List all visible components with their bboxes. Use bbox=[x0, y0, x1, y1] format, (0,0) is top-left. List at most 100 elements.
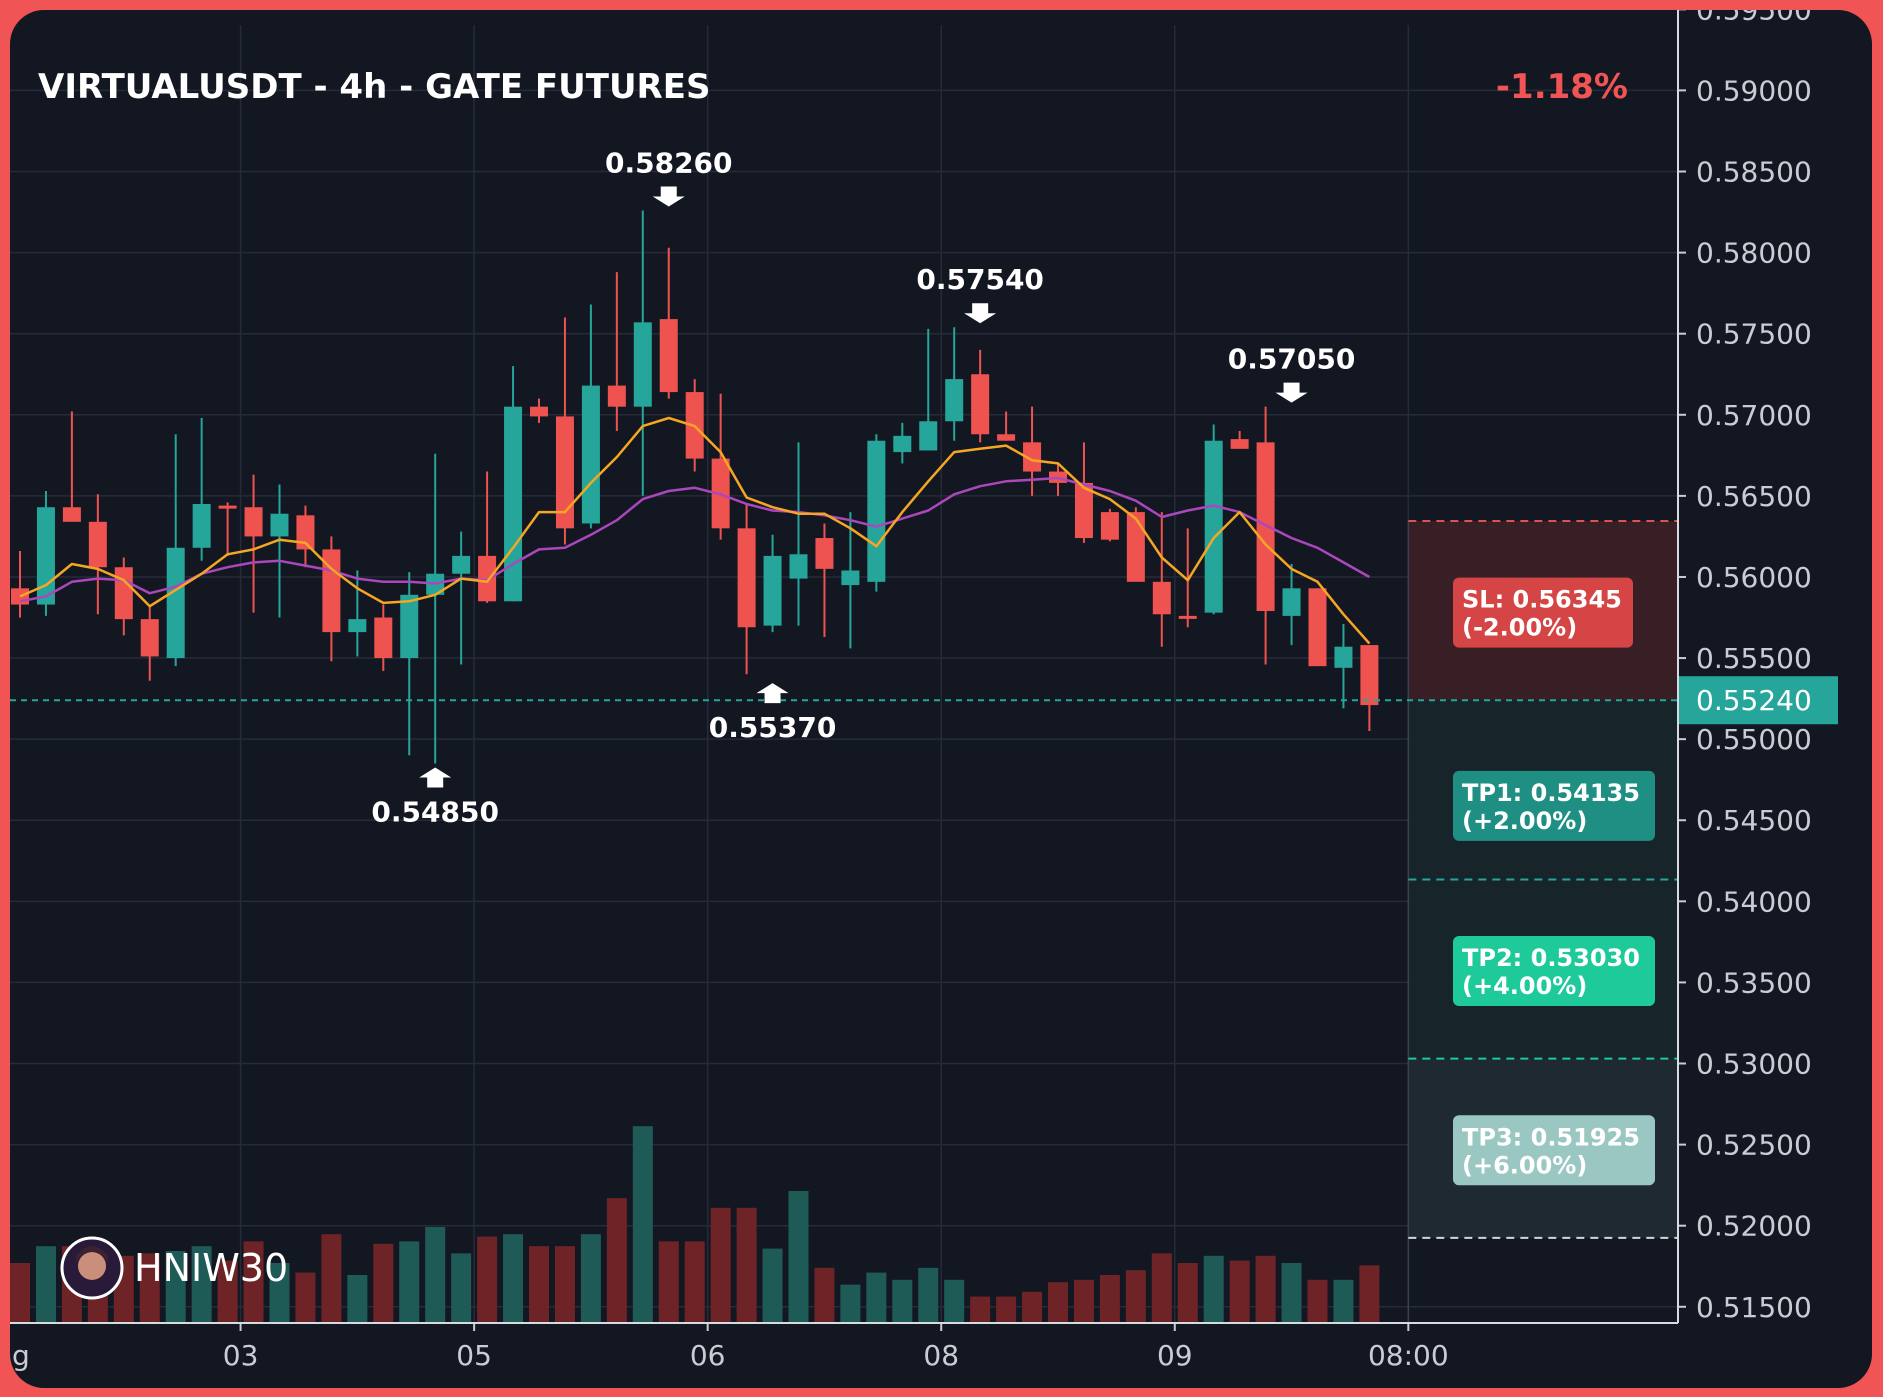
moving-averages bbox=[19, 416, 1371, 645]
x-tick-label: 09 bbox=[1157, 1339, 1193, 1372]
level-label-line2: (-2.00%) bbox=[1462, 614, 1577, 642]
candle-body bbox=[452, 555, 471, 574]
volume-bar bbox=[554, 1246, 575, 1323]
candle-body bbox=[348, 619, 367, 633]
volume-bar bbox=[295, 1272, 316, 1323]
volume-bar bbox=[632, 1126, 653, 1323]
level-label-box bbox=[1453, 1115, 1655, 1186]
y-tick-label: 0.55000 bbox=[1696, 723, 1812, 756]
volume-bar bbox=[1307, 1279, 1328, 1323]
volume-bar bbox=[347, 1275, 368, 1323]
y-tick-label: 0.55500 bbox=[1696, 642, 1812, 675]
x-tick-label: g bbox=[12, 1339, 30, 1372]
candle-body bbox=[504, 406, 523, 602]
level-labels: SL: 0.56345(-2.00%) TP1: 0.54135(+2.00%) T… bbox=[1453, 577, 1655, 1186]
volume-bar bbox=[1073, 1279, 1094, 1323]
level-label-line1: TP1: 0.54135 bbox=[1462, 779, 1640, 807]
volume-bar bbox=[373, 1243, 394, 1323]
candle-body bbox=[789, 554, 808, 579]
volume-bar bbox=[1022, 1291, 1043, 1323]
volume-bar bbox=[165, 1251, 186, 1323]
volume-bar bbox=[1229, 1260, 1250, 1323]
y-tick-label: 0.59000 bbox=[1696, 74, 1812, 107]
y-tick-label: 0.52500 bbox=[1696, 1129, 1812, 1162]
volume-bar bbox=[139, 1253, 160, 1323]
volume-bar bbox=[1333, 1279, 1354, 1323]
level-label-line2: (+6.00%) bbox=[1462, 1151, 1587, 1179]
volume-bar bbox=[762, 1248, 783, 1323]
candle-body bbox=[270, 513, 289, 537]
volume-bar bbox=[580, 1234, 601, 1323]
candle-body bbox=[374, 617, 393, 659]
candle-body bbox=[88, 521, 107, 568]
current-price-badge bbox=[1678, 676, 1838, 725]
avatar-hair bbox=[76, 1246, 108, 1262]
volume-bar bbox=[866, 1272, 887, 1323]
volume-bar bbox=[321, 1234, 342, 1323]
candle-body bbox=[1230, 439, 1249, 449]
volume-bar bbox=[1281, 1263, 1302, 1323]
chart-frame: 0.55240 0.58260 0.54850 0.55370 0.57540 0.57… bbox=[10, 10, 1872, 1388]
candle-body bbox=[919, 421, 938, 451]
candle-body bbox=[945, 379, 964, 422]
volume-bar bbox=[1048, 1282, 1068, 1323]
volume-bar bbox=[684, 1241, 705, 1323]
candle-body bbox=[737, 528, 756, 628]
axes: 0.59500 0.59000 0.58500 0.58000 0.57500 0.570… bbox=[10, 10, 1812, 1372]
candle-body bbox=[1204, 440, 1223, 613]
volume-bar bbox=[814, 1267, 835, 1323]
volume-bar bbox=[1359, 1265, 1380, 1323]
x-tick-label: 08:00 bbox=[1368, 1339, 1449, 1372]
candle-body bbox=[841, 570, 860, 586]
price-callouts: 0.58260 0.54850 0.55370 0.57540 0.57050 bbox=[371, 146, 1355, 828]
volume-bar bbox=[217, 1260, 238, 1323]
candle-body bbox=[36, 507, 55, 605]
candle-body bbox=[581, 385, 600, 524]
callout-label: 0.54850 bbox=[371, 795, 499, 828]
volume-bar bbox=[425, 1227, 446, 1323]
level-label-box bbox=[1453, 936, 1655, 1007]
price-chart: 0.55240 0.58260 0.54850 0.55370 0.57540 0.57… bbox=[10, 10, 1838, 1372]
candle-body bbox=[607, 385, 626, 407]
callout-arrow bbox=[652, 186, 685, 207]
level-label-line1: TP3: 0.51925 bbox=[1462, 1123, 1640, 1151]
volume-bars bbox=[10, 1126, 1380, 1323]
candle-body bbox=[893, 435, 912, 453]
volume-bar bbox=[970, 1296, 991, 1323]
candle-body bbox=[166, 547, 185, 659]
current-price-text: 0.55240 bbox=[1696, 684, 1812, 717]
volume-bar bbox=[1151, 1253, 1172, 1323]
candle-body bbox=[659, 319, 678, 393]
x-tick-label: 08 bbox=[923, 1339, 959, 1372]
candle-body bbox=[763, 555, 782, 626]
volume-bar bbox=[944, 1279, 965, 1323]
avatar-face bbox=[78, 1252, 106, 1280]
x-tick-label: 03 bbox=[223, 1339, 259, 1372]
candle-body bbox=[1152, 581, 1171, 615]
y-tick-label: 0.57000 bbox=[1696, 399, 1812, 432]
y-tick-label: 0.58500 bbox=[1696, 156, 1812, 189]
volume-bar bbox=[243, 1241, 264, 1323]
candle-body bbox=[555, 416, 574, 529]
candle-body bbox=[530, 406, 548, 417]
volume-bar bbox=[10, 1263, 30, 1323]
x-tick-label: 05 bbox=[456, 1339, 492, 1372]
candle-body bbox=[1023, 442, 1042, 472]
y-tick-label: 0.56500 bbox=[1696, 480, 1812, 513]
volume-bar bbox=[788, 1191, 809, 1323]
volume-bar bbox=[35, 1246, 56, 1323]
volume-bar bbox=[269, 1263, 290, 1323]
candle-body bbox=[997, 434, 1016, 441]
callout-label: 0.57050 bbox=[1228, 343, 1356, 376]
volume-bar bbox=[606, 1198, 627, 1323]
y-tick-label: 0.51500 bbox=[1696, 1291, 1812, 1324]
volume-bar bbox=[840, 1284, 861, 1323]
volume-bar bbox=[996, 1296, 1017, 1323]
callout-arrow bbox=[419, 767, 452, 788]
candle-body bbox=[296, 515, 315, 550]
candle-body bbox=[114, 567, 133, 620]
candle-body bbox=[400, 594, 419, 659]
y-tick-label: 0.53000 bbox=[1696, 1048, 1812, 1081]
watermark-text: HNIW30 bbox=[134, 1246, 288, 1290]
candle-body bbox=[11, 588, 29, 605]
